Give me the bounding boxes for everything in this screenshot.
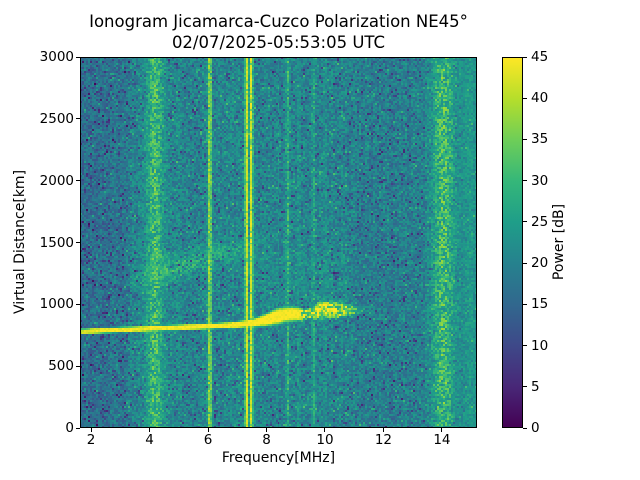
y-tick-mark — [76, 303, 80, 305]
colorbar-tick-label: 30 — [531, 172, 549, 189]
colorbar-tick-label: 40 — [531, 90, 549, 107]
x-tick-label: 12 — [374, 432, 393, 448]
y-tick-label: 0 — [65, 420, 74, 436]
colorbar-tick-mark — [523, 345, 527, 347]
x-tick-mark — [382, 428, 384, 432]
colorbar-tick-mark — [523, 262, 527, 264]
colorbar-tick-label: 35 — [531, 131, 549, 148]
x-tick-label: 4 — [145, 432, 154, 448]
colorbar-tick-label: 15 — [531, 296, 549, 313]
x-tick-label: 10 — [316, 432, 334, 448]
colorbar-tick-mark — [523, 221, 527, 223]
colorbar-tick-mark — [523, 303, 527, 305]
y-tick-mark — [76, 56, 80, 58]
chart-subtitle: 02/07/2025-05:53:05 UTC — [171, 33, 386, 52]
y-tick-mark — [76, 118, 80, 120]
y-tick-label: 1500 — [39, 234, 74, 251]
colorbar-tick-label: 0 — [531, 420, 540, 436]
x-tick-mark — [90, 428, 92, 432]
y-tick-label: 3000 — [39, 49, 74, 65]
colorbar-tick-mark — [523, 97, 527, 99]
colorbar-tick-label: 45 — [531, 49, 549, 65]
colorbar-tick-mark — [523, 180, 527, 182]
colorbar-tick-label: 10 — [531, 337, 549, 354]
spectrogram-heatmap — [80, 57, 477, 428]
y-tick-mark — [76, 242, 80, 243]
y-tick-mark — [76, 180, 80, 182]
chart-title: Ionogram Jicamarca-Cuzco Polarization NE… — [89, 12, 468, 31]
colorbar-tick-mark — [523, 386, 527, 388]
colorbar-gradient — [502, 57, 523, 428]
y-axis-label: Virtual Distance[km] — [12, 169, 28, 315]
x-tick-mark — [441, 428, 443, 432]
x-tick-label: 14 — [433, 432, 451, 448]
x-tick-label: 6 — [203, 432, 213, 448]
colorbar-tick-mark — [523, 138, 527, 140]
y-tick-label: 2500 — [39, 110, 74, 127]
colorbar-tick-label: 5 — [531, 378, 540, 395]
colorbar-tick-mark — [523, 427, 527, 429]
colorbar-label: Power [dB] — [551, 203, 567, 281]
y-tick-mark — [76, 427, 80, 429]
y-tick-label: 1000 — [39, 296, 74, 313]
x-tick-mark — [266, 428, 267, 432]
colorbar-tick-mark — [523, 56, 527, 58]
x-tick-mark — [324, 428, 326, 432]
x-tick-mark — [207, 428, 209, 432]
y-tick-mark — [76, 365, 80, 367]
y-tick-label: 2000 — [39, 172, 74, 189]
x-tick-label: 8 — [262, 432, 271, 448]
y-tick-label: 500 — [48, 358, 74, 375]
x-axis-label: Frequency[MHz] — [221, 450, 336, 466]
colorbar-tick-label: 25 — [531, 213, 549, 230]
x-tick-mark — [149, 428, 151, 432]
colorbar-tick-label: 20 — [531, 255, 549, 272]
x-tick-label: 2 — [86, 432, 96, 448]
